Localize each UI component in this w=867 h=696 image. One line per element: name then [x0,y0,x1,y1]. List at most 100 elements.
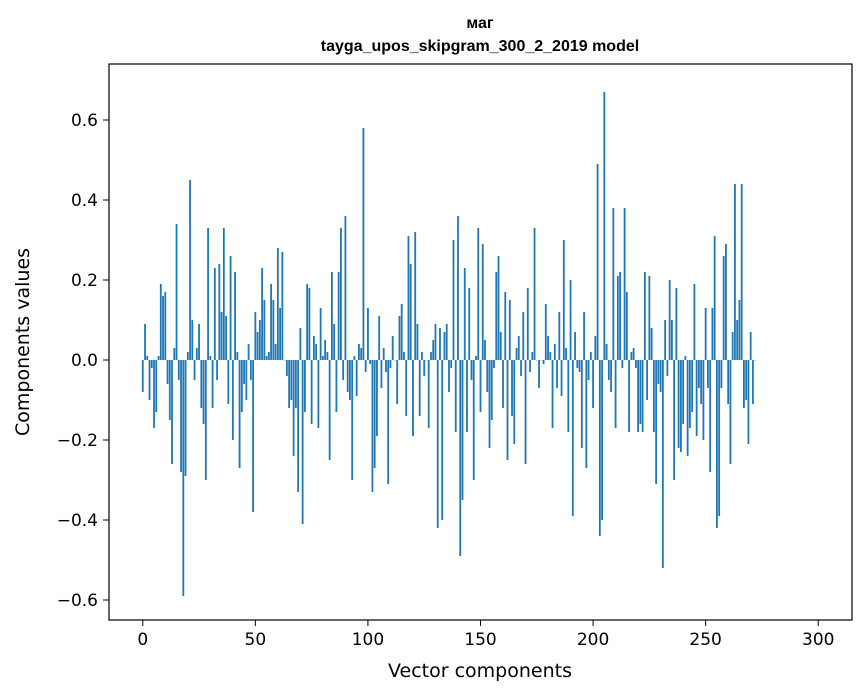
bar [240,360,243,412]
bar [159,284,162,360]
bar [463,268,466,360]
bar [675,288,678,360]
y-tick-label: −0.4 [57,511,98,531]
bar [285,360,288,376]
x-tick-label: 50 [245,630,267,650]
bar [243,360,245,384]
bar [254,312,257,360]
bar [677,360,680,448]
bar [294,360,297,408]
bar [326,352,329,360]
bar [639,360,642,424]
bar [688,360,691,428]
y-tick-label: 0.2 [71,271,98,291]
bar [193,360,196,380]
x-tick-label: 150 [464,630,496,650]
bar [204,360,207,480]
bar [490,360,493,420]
bar [211,360,214,408]
bar [511,360,513,416]
bar [430,352,432,360]
bar [502,360,504,408]
chart-title-line1: маг [466,15,494,32]
bar [700,360,703,404]
bar [349,360,351,400]
bar [409,264,412,360]
bar [416,324,419,360]
bar [682,360,685,424]
bar [533,228,536,360]
bar [175,224,178,360]
bar [434,324,437,360]
bar [360,348,363,360]
bar [619,272,621,360]
bar [695,360,698,436]
bar [740,184,743,360]
bar [637,360,640,432]
bar [650,328,653,360]
bar [659,360,662,392]
bar [346,360,349,392]
y-tick-label: 0.0 [71,351,98,371]
bar [164,292,167,360]
bar [209,356,212,360]
bar [414,232,417,360]
bar [673,360,676,480]
bar [146,356,149,360]
bar [605,344,608,360]
bar [182,360,185,596]
bar [227,360,230,404]
x-tick-label: 0 [137,630,148,650]
bar [747,360,750,444]
bar [486,360,489,392]
bar [387,360,390,484]
x-tick-label: 250 [689,630,721,650]
x-tick-label: 300 [802,630,834,650]
bar [709,360,712,472]
bar [315,344,318,360]
bar [216,360,218,380]
bar [177,360,180,380]
bar [520,360,522,376]
bar [574,332,576,360]
bar [153,360,155,428]
bar [207,228,209,360]
bar [508,300,511,360]
bar [713,236,716,360]
y-tick-label: 0.6 [71,111,98,131]
bar [745,360,748,400]
bar [488,360,491,448]
bar [168,360,171,420]
bar [691,360,694,412]
bar [297,360,300,492]
bar [290,360,293,400]
bar [670,320,673,360]
bar [652,360,655,432]
bar [249,360,252,380]
bar [213,268,216,360]
bar [716,360,718,528]
bar [457,216,459,360]
bar [454,360,457,432]
bar [630,352,633,360]
bar [479,360,482,412]
bar [328,360,331,460]
chart-title-line2: tayga_upos_skipgram_300_2_2019 model [321,38,639,55]
bar [461,360,464,500]
bar [373,360,376,468]
bar [722,256,725,360]
bar [531,352,534,360]
bar [427,360,430,428]
bar [727,360,730,404]
bar [421,352,423,360]
bar [448,360,450,392]
bar [335,360,338,412]
bar [580,360,583,448]
y-tick-label: 0.4 [71,191,98,211]
bar [225,316,227,360]
bar [484,340,486,360]
plot-frame [108,63,853,621]
bar [693,284,696,360]
bar [567,360,570,432]
bar [601,360,603,520]
